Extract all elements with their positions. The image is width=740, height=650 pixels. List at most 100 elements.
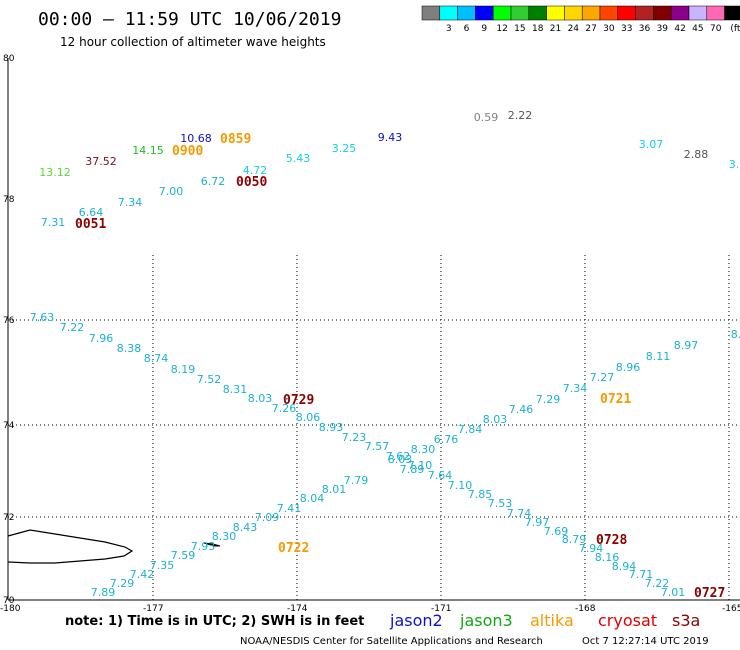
wave-height-value: 5.43: [286, 152, 311, 165]
wave-height-value: 8.94: [612, 560, 637, 573]
wave-height-value: 7.62: [386, 450, 411, 463]
wave-height-value: 7.52: [197, 373, 222, 386]
wave-height-value: 8.03: [248, 392, 273, 405]
wave-height-value: 7.35: [150, 559, 175, 572]
wave-height-value: 8.01: [322, 483, 347, 496]
wave-height-value: 8.03: [388, 453, 413, 466]
color-swatch: [635, 5, 654, 21]
wave-height-value: 8.30: [212, 530, 237, 543]
wave-height-value: 7.74: [507, 507, 532, 520]
color-swatch: [670, 5, 690, 21]
wave-height-value: 6.64: [79, 206, 104, 219]
lat-tick-label: 76: [3, 316, 15, 326]
wave-height-value: 7.22: [645, 577, 670, 590]
lon-tick-label: -180: [0, 604, 21, 614]
wave-height-value: 7.85: [468, 488, 493, 501]
wave-height-value: 8.74: [144, 352, 169, 365]
pass-time-label: 0727: [694, 586, 725, 601]
color-scale-label: 70: [710, 24, 722, 34]
wave-height-value: 7.71: [629, 568, 654, 581]
wave-height-value: 8.: [731, 328, 740, 341]
lon-tick-label: -165: [722, 604, 740, 614]
wave-height-value: 7.59: [171, 549, 196, 562]
wave-height-value: 6.76: [434, 433, 459, 446]
wave-height-value: 7.09: [255, 511, 280, 524]
color-swatch: [546, 5, 565, 21]
wave-height-value: 8.79: [562, 533, 587, 546]
color-swatch: [617, 5, 636, 21]
pass-time-label: 0729: [283, 393, 314, 408]
wave-height-value: 37.52: [85, 155, 117, 168]
wave-height-value: 7.64: [428, 469, 453, 482]
color-scale-label: 18: [532, 24, 544, 34]
pass-time-label: 0722: [278, 541, 309, 556]
satellite-altika-label: altika: [530, 611, 574, 630]
wave-height-value: 8.31: [223, 383, 248, 396]
pass-time-label: 0050: [236, 175, 267, 190]
wave-height-values: 0.59 2.22 3.07 2.88 3. 9.43 3.25 5.43 4.72 10.68 1…: [30, 109, 740, 599]
wave-height-value: 7.26: [272, 402, 297, 415]
color-swatch: [724, 5, 740, 21]
color-scale-label: 45: [692, 24, 703, 34]
pass-time-label: 0859: [220, 132, 251, 147]
color-scale-label: 33: [621, 24, 632, 34]
color-swatch: [421, 5, 441, 21]
wave-height-value: 7.97: [525, 516, 550, 529]
wave-height-value: 3.07: [639, 138, 664, 151]
map-subtitle: 12 hour collection of altimeter wave hei…: [60, 35, 326, 49]
color-swatch: [528, 5, 547, 21]
lon-tick-label: -171: [431, 604, 451, 614]
color-swatch: [475, 5, 494, 21]
wave-height-value: 8.04: [300, 492, 325, 505]
lon-tick-label: -174: [287, 604, 308, 614]
wave-height-value: 7.23: [342, 431, 367, 444]
color-swatch: [492, 5, 512, 21]
lat-tick-label: 80: [3, 54, 15, 64]
wave-height-value: 8.30: [411, 443, 436, 456]
satellite-cryosat-label: cryosat: [598, 611, 657, 630]
wave-height-value: 7.46: [509, 403, 534, 416]
wave-height-value: 8.97: [674, 339, 699, 352]
wave-height-value: 0.59: [474, 111, 499, 124]
color-scale-unit: (ft): [730, 24, 740, 34]
wave-height-value: 7.57: [365, 440, 390, 453]
wave-height-value: 7.10: [448, 479, 473, 492]
wave-height-value: 7.31: [41, 216, 66, 229]
wave-height-value: 8.06: [296, 411, 321, 424]
wave-height-value: 7.01: [661, 586, 686, 599]
lat-tick-label: 72: [3, 513, 14, 523]
wave-height-value: 7.22: [60, 321, 85, 334]
wave-height-value: 4.72: [243, 164, 268, 177]
wave-height-value: 7.27: [590, 371, 615, 384]
wave-height-value: 8.38: [117, 342, 142, 355]
color-scale-label: 27: [585, 24, 596, 34]
wave-height-value: 7.42: [130, 568, 155, 581]
color-scale-label: 15: [514, 24, 525, 34]
wave-height-value: 7.29: [110, 577, 135, 590]
color-scale-label: 6: [464, 24, 470, 34]
wave-height-value: 3.25: [332, 142, 357, 155]
wave-height-value: 10.68: [180, 132, 212, 145]
color-swatch: [706, 5, 725, 21]
color-swatch: [581, 5, 601, 21]
wave-height-value: 3.: [729, 158, 740, 171]
wave-height-value: 8.19: [171, 363, 196, 376]
wave-height-value: 7.00: [159, 185, 184, 198]
color-scale-label: 12: [496, 24, 507, 34]
color-scale-label: 24: [568, 24, 580, 34]
wave-height-value: 7.69: [544, 525, 569, 538]
credit-text: NOAA/NESDIS Center for Satellite Applica…: [240, 636, 543, 647]
wave-height-value: 7.53: [488, 497, 513, 510]
color-swatch: [653, 5, 672, 21]
wave-height-value: 2.88: [684, 148, 709, 161]
color-swatch: [599, 5, 619, 21]
wave-height-value: 7.34: [118, 196, 143, 209]
pass-time-label: 0051: [75, 217, 106, 232]
wave-height-value: 6.72: [201, 175, 226, 188]
satellite-jason3-label: jason3: [459, 611, 513, 630]
pass-time-label: 0721: [600, 392, 631, 407]
pass-time-label: 0728: [596, 533, 627, 548]
wave-height-value: 7.34: [563, 382, 588, 395]
